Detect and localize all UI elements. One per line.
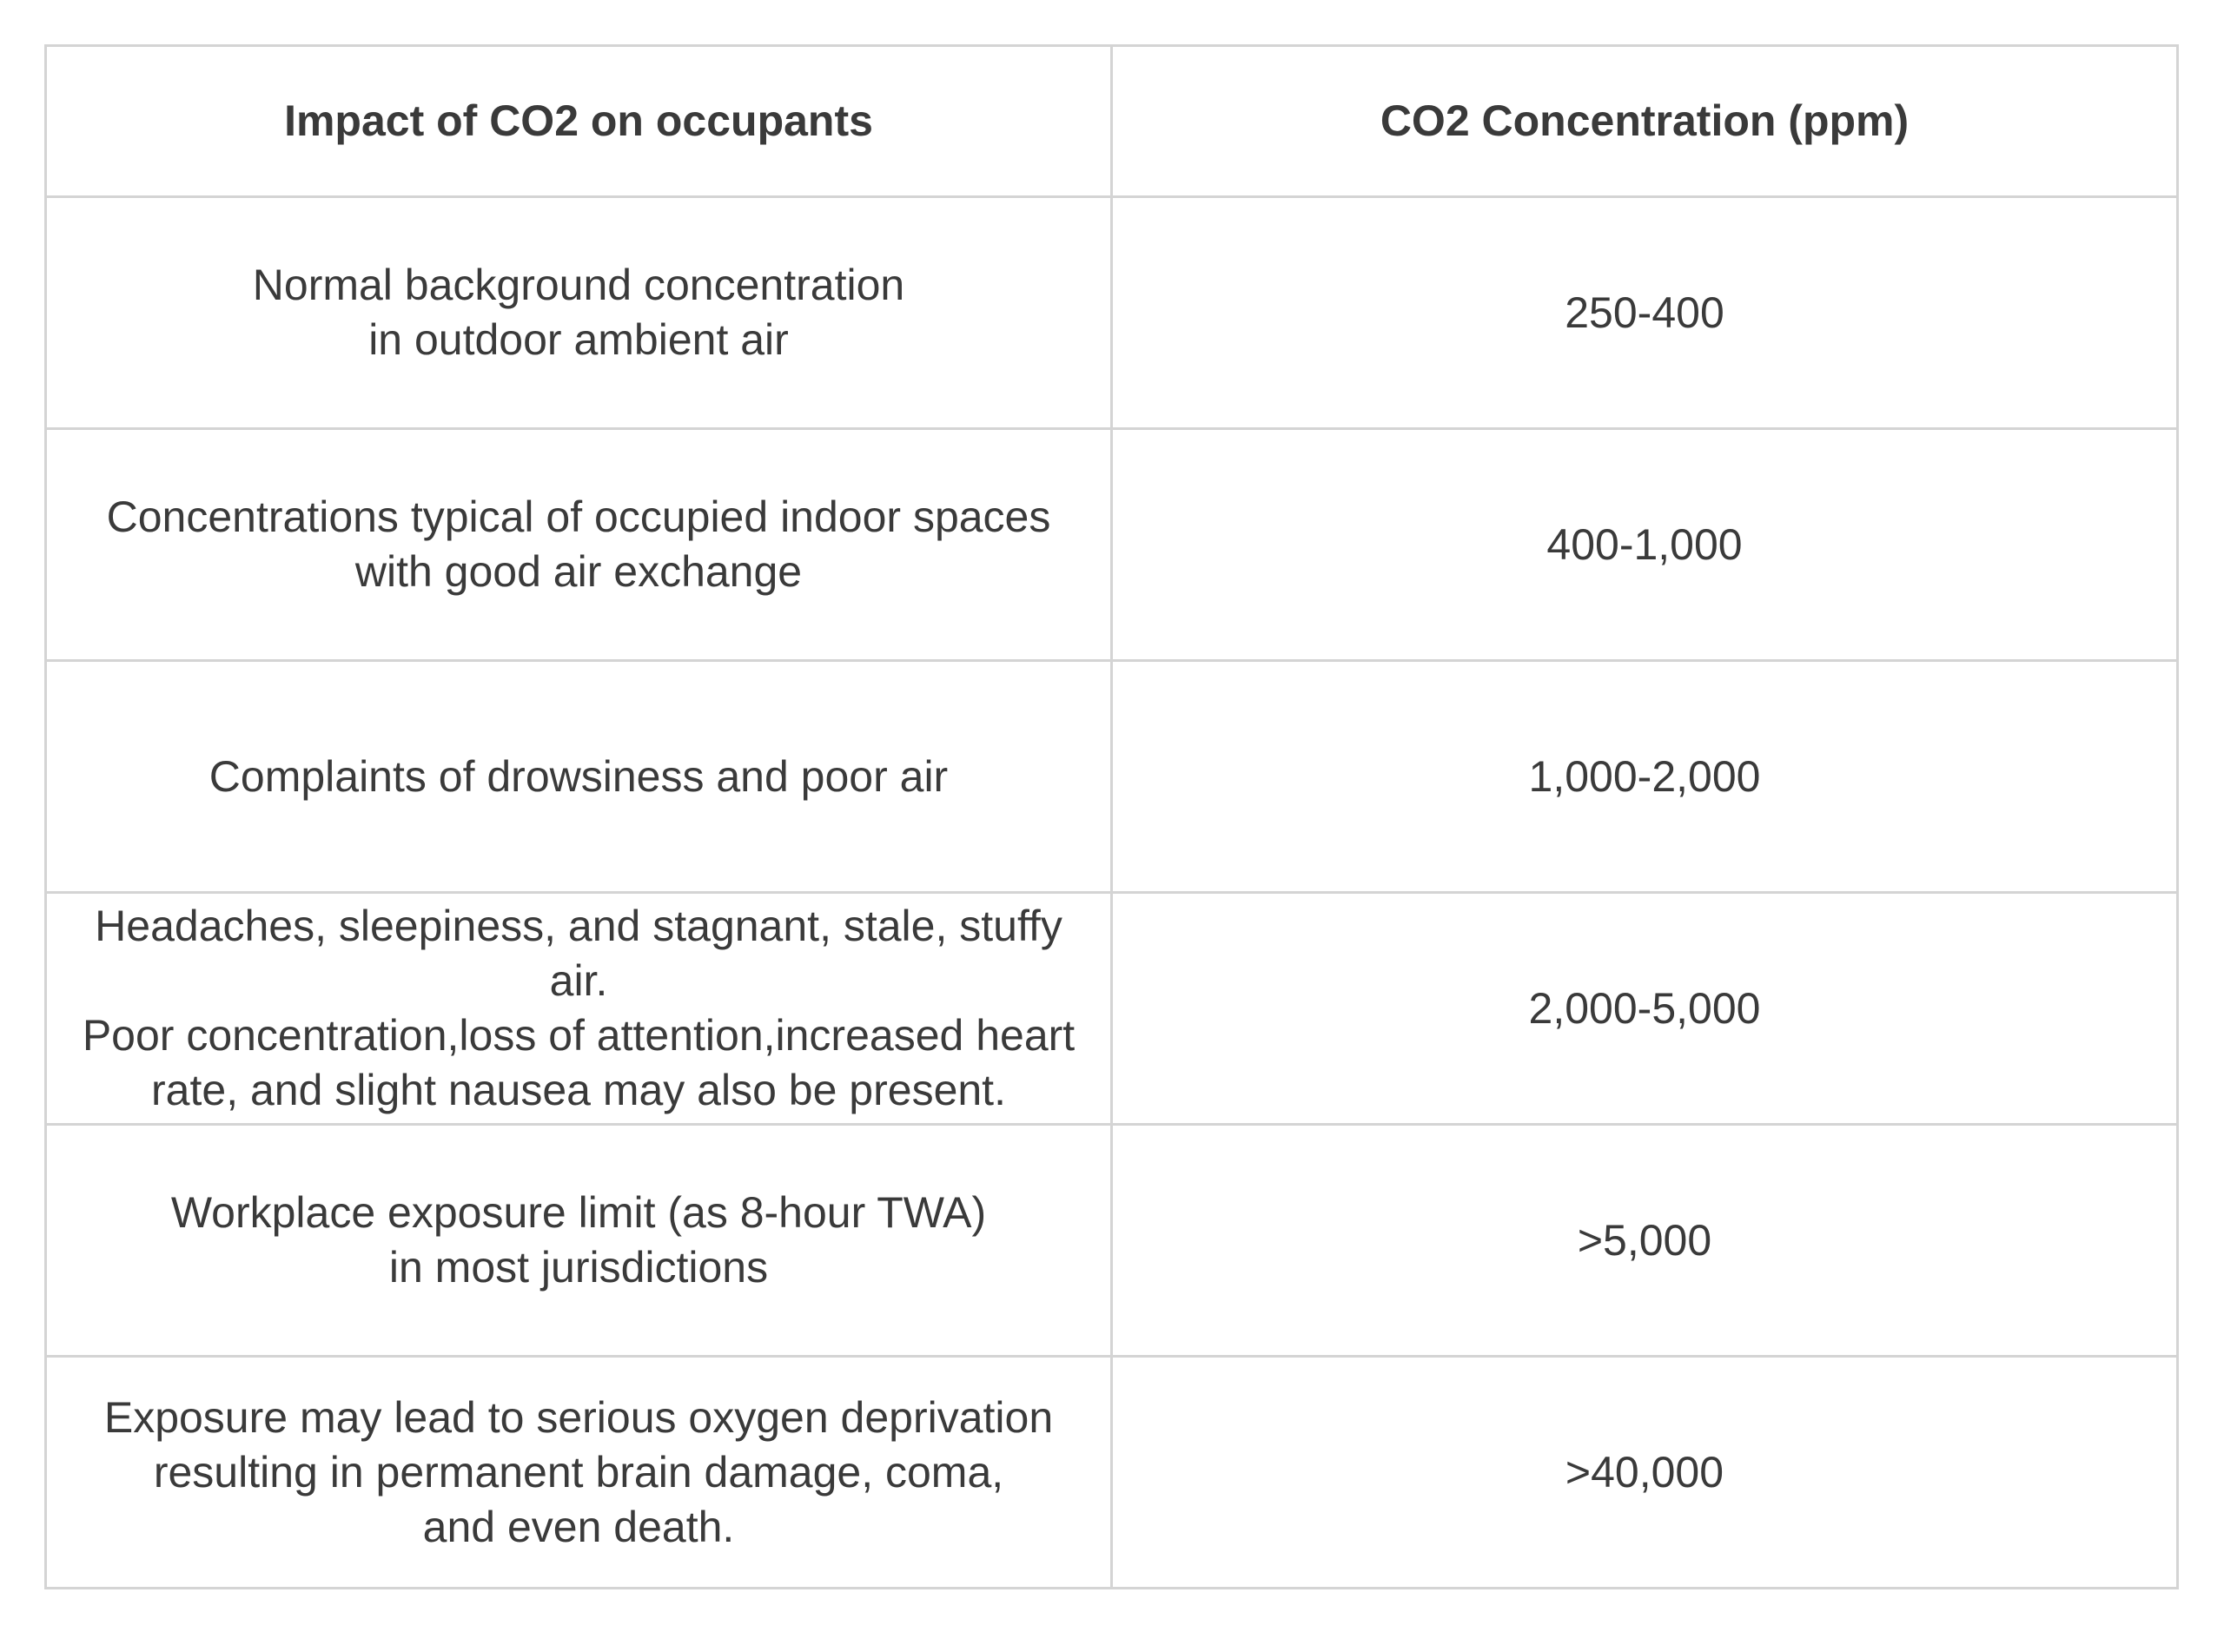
table-row: Complaints of drowsiness and poor air 1,…: [44, 659, 2179, 894]
impact-cell: Complaints of drowsiness and poor air: [44, 659, 1113, 894]
table-row: Exposure may lead to serious oxygen depr…: [44, 1355, 2179, 1589]
impact-cell: Exposure may lead to serious oxygen depr…: [44, 1355, 1113, 1589]
co2-table-container: Impact of CO2 on occupants CO2 Concentra…: [44, 44, 2179, 1589]
concentration-cell: 400-1,000: [1110, 427, 2179, 662]
impact-cell: Workplace exposure limit (as 8-hour TWA)…: [44, 1123, 1113, 1358]
column-header-impact: Impact of CO2 on occupants: [44, 44, 1113, 198]
concentration-cell: >40,000: [1110, 1355, 2179, 1589]
concentration-cell: 250-400: [1110, 195, 2179, 430]
table-row: Workplace exposure limit (as 8-hour TWA)…: [44, 1123, 2179, 1358]
table-row: Concentrations typical of occupied indoo…: [44, 427, 2179, 662]
table-row: Normal background concentration in outdo…: [44, 195, 2179, 430]
impact-cell: Concentrations typical of occupied indoo…: [44, 427, 1113, 662]
co2-impact-table: Impact of CO2 on occupants CO2 Concentra…: [44, 44, 2179, 1589]
concentration-cell: 2,000-5,000: [1110, 891, 2179, 1126]
header-row: Impact of CO2 on occupants CO2 Concentra…: [44, 44, 2179, 198]
table-row: Headaches, sleepiness, and stagnant, sta…: [44, 891, 2179, 1126]
impact-cell: Normal background concentration in outdo…: [44, 195, 1113, 430]
concentration-cell: >5,000: [1110, 1123, 2179, 1358]
impact-cell: Headaches, sleepiness, and stagnant, sta…: [44, 891, 1113, 1126]
concentration-cell: 1,000-2,000: [1110, 659, 2179, 894]
column-header-concentration: CO2 Concentration (ppm): [1110, 44, 2179, 198]
